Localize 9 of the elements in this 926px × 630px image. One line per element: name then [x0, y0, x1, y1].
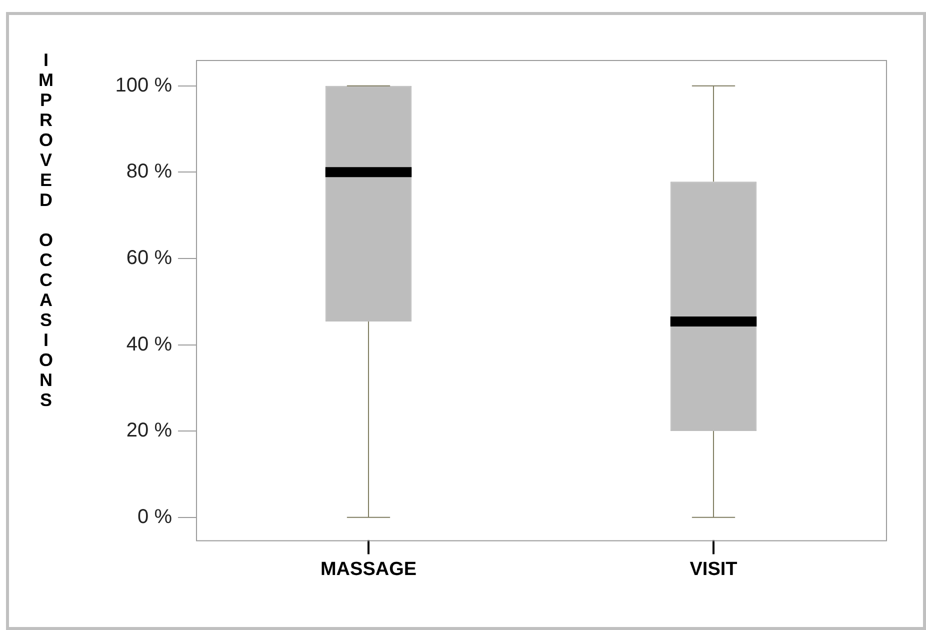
y-tick-label: 80 %: [126, 160, 172, 183]
y-tick-label: 100 %: [115, 74, 172, 96]
y-tick-label: 20 %: [126, 420, 172, 442]
y-tick-label: 0 %: [138, 506, 172, 528]
y-axis-title: IMPROVED OCCASIONS: [36, 50, 57, 410]
x-tick-label: MASSAGE: [320, 558, 417, 580]
y-tick-label: 60 %: [126, 246, 172, 269]
y-tick-label: 40 %: [126, 333, 172, 356]
x-tick-label: VISIT: [690, 558, 738, 580]
